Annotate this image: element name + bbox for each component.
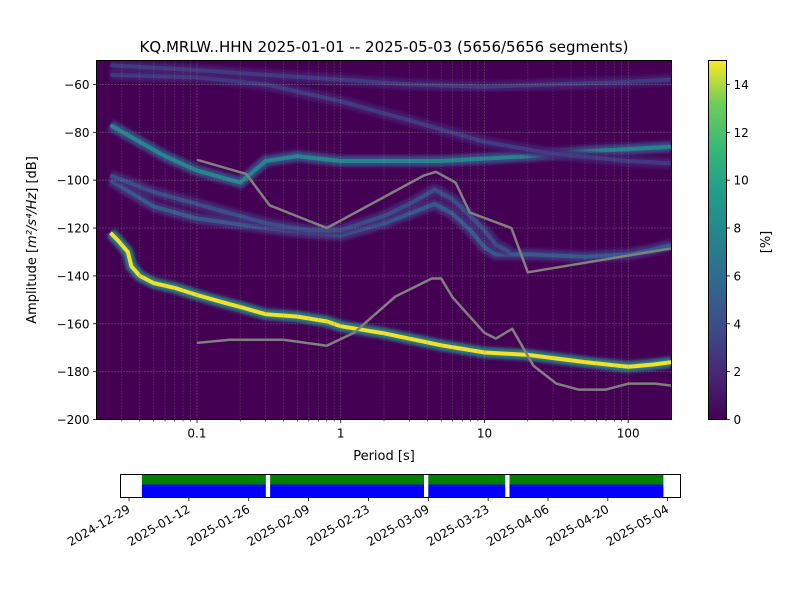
availability-segment-top [428,474,506,485]
x-tick-label: 100 [617,427,640,441]
y-tick-label: −160 [57,317,90,331]
y-axis-label-unit: m²/s⁴/Hz [25,192,40,248]
date-tick-label: 2025-05-04 [604,502,671,549]
colorbar-tick-label: 6 [734,269,742,283]
y-tick-label: −60 [64,78,89,92]
availability-segment-bottom [509,484,664,498]
x-tick-label: 10 [477,427,492,441]
y-tick-label: −140 [57,269,90,283]
psd-band-short-period-hump-core [109,173,511,254]
colorbar-ticks: 0 2 4 6 8 10 12 14 [726,78,749,427]
colorbar-tick-label: 10 [734,174,749,188]
colorbar-tick-label: 14 [734,78,749,92]
date-tick-label: 2025-03-23 [424,502,491,549]
date-tick-label: 2025-01-26 [185,502,252,549]
availability-segment-top [141,474,266,485]
availability-segments [141,474,664,498]
y-tick-label: −100 [57,174,90,188]
y-axis-ticks: −200 −180 −160 −140 −120 −100 −80 −60 [57,78,97,427]
availability-panel: 2024-12-292025-01-122025-01-262025-02-09… [65,474,681,549]
y-tick-label: −180 [57,365,90,379]
noise-model-curves [196,158,672,391]
availability-segment-bottom [270,484,425,498]
date-tick-label: 2025-03-09 [364,502,431,549]
psd-plot-area: 0.1 1 10 100 −200 −180 −160 −140 −120 −100 −80 −60… [25,60,672,464]
x-tick-label: 1 [337,427,345,441]
colorbar-gradient [708,60,727,420]
x-axis-ticks: 0.1 1 10 100 [121,419,640,441]
date-tick-label: 2025-04-20 [544,502,611,549]
date-tick-label: 2025-01-12 [125,502,192,549]
date-tick-label: 2025-02-09 [245,502,312,549]
y-axis-label: Amplitude [m²/s⁴/Hz] [dB] [25,156,40,324]
availability-segment-bottom [428,484,506,498]
x-tick-label: 0.1 [187,427,206,441]
psd-band-microseism-hump-core [109,178,672,259]
y-tick-label: −120 [57,222,90,236]
colorbar-tick-label: 4 [734,317,742,331]
date-tick-label: 2025-04-06 [484,502,551,549]
noise-model-nlnm [196,277,672,391]
chart-title: KQ.MRLW..HHN 2025-01-01 -- 2025-05-03 (5… [140,38,629,56]
availability-segment-bottom [141,484,266,498]
date-tick-label: 2025-02-23 [305,502,372,549]
date-axis-ticks: 2024-12-292025-01-122025-01-262025-02-09… [65,497,671,549]
psd-band-primary-trend-core [108,231,672,369]
colorbar: 0 2 4 6 8 10 12 14 [%] [708,60,774,427]
y-axis-label-main: Amplitude [ [25,248,40,324]
x-axis-label: Period [s] [353,449,415,464]
availability-segment-top [509,474,664,485]
date-tick-label: 2024-12-29 [65,502,132,549]
y-tick-label: −200 [57,413,90,427]
noise-model-nhnm [196,158,672,274]
colorbar-tick-label: 0 [734,413,742,427]
y-tick-label: −80 [64,126,89,140]
colorbar-label: [%] [759,231,774,254]
psd-band-long-drift-core [110,72,672,166]
colorbar-tick-label: 8 [734,222,742,236]
availability-segment-top [270,474,425,485]
colorbar-tick-label: 12 [734,126,749,140]
y-axis-label-suffix: ] [dB] [25,156,40,193]
colorbar-tick-label: 2 [734,365,742,379]
availability-frame-border [120,474,681,498]
